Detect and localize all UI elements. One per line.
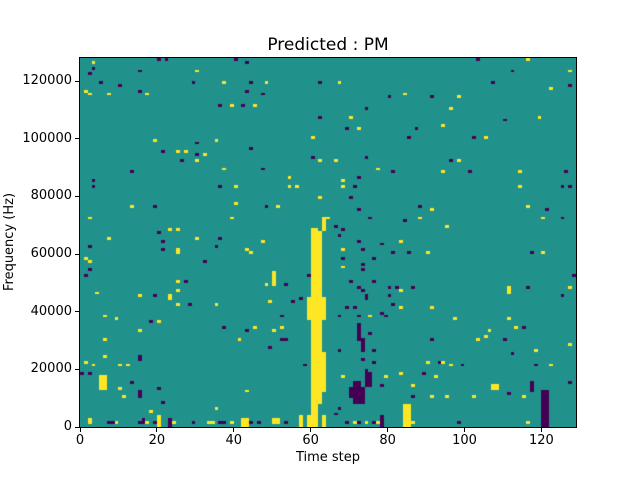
y-tick-mark [75, 80, 79, 82]
y-tick-label: 0 [63, 419, 72, 434]
y-tick-label: 20000 [30, 361, 72, 377]
y-tick-mark [75, 195, 79, 197]
y-tick-mark [75, 138, 79, 140]
x-tick-mark [79, 428, 81, 432]
plot-area-border [79, 57, 577, 428]
x-axis-label: Time step [295, 450, 361, 465]
x-tick-label: 100 [452, 433, 477, 448]
y-tick-mark [75, 253, 79, 255]
y-tick-mark [75, 426, 79, 428]
x-tick-label: 20 [148, 433, 166, 448]
y-tick-label: 120000 [22, 73, 72, 89]
y-tick-label: 100000 [22, 130, 72, 146]
x-tick-mark [463, 428, 465, 432]
x-tick-mark [540, 428, 542, 432]
x-tick-label: 0 [75, 433, 85, 448]
y-tick-label: 40000 [30, 303, 72, 319]
y-axis-label: Frequency (Hz) [2, 192, 17, 292]
x-tick-label: 80 [379, 433, 396, 448]
x-tick-mark [310, 428, 312, 432]
heatmap-canvas [80, 58, 576, 427]
x-tick-label: 60 [302, 433, 319, 448]
x-tick-label: 120 [528, 433, 554, 448]
y-tick-mark [75, 368, 79, 370]
x-tick-mark [233, 428, 235, 432]
y-tick-label: 80000 [30, 188, 72, 204]
x-tick-mark [387, 428, 389, 432]
y-tick-mark [75, 311, 79, 313]
x-tick-mark [156, 428, 158, 432]
y-tick-label: 60000 [30, 246, 72, 262]
chart-title: Predicted : PM [267, 35, 389, 55]
x-tick-label: 40 [225, 433, 243, 448]
